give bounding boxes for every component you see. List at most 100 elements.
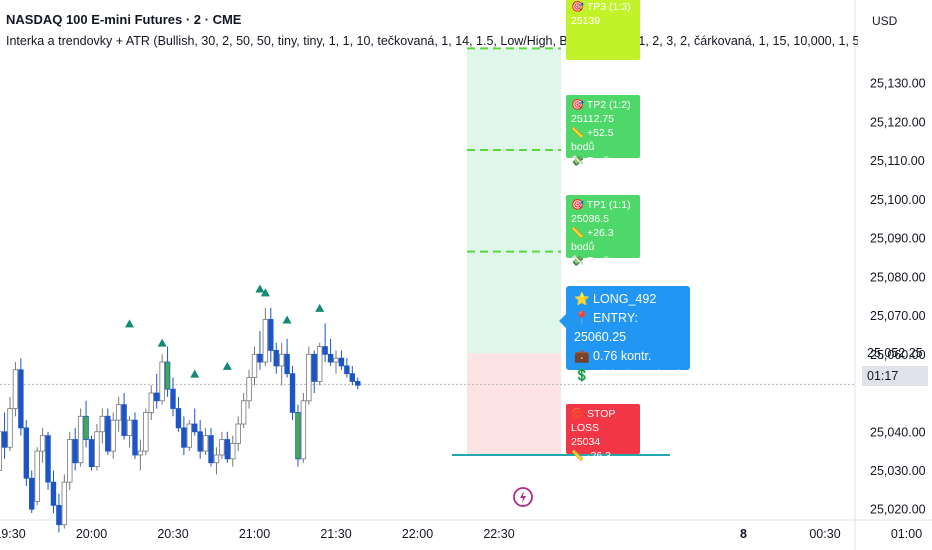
time-tick-label: 20:00 <box>76 527 107 541</box>
candle-body <box>61 481 68 526</box>
candle-body <box>159 361 165 402</box>
candle-body <box>186 423 192 448</box>
candle-body <box>306 353 312 402</box>
candle-body <box>311 353 317 382</box>
price-tick-label: 25,070.00 <box>870 309 926 323</box>
entry-label: ⭐ LONG_492 📍 ENTRY: 25060.25 💼 0.76 kont… <box>559 286 690 382</box>
candle-body <box>18 369 24 429</box>
sl-title: 🛑 STOP LOSS <box>571 408 616 434</box>
candle-body <box>344 365 350 375</box>
candle-body <box>126 419 133 437</box>
candle-body <box>50 481 57 506</box>
signal-marker <box>157 338 167 347</box>
candle-body <box>1 431 8 448</box>
price-tick-label: 25,100.00 <box>870 193 926 207</box>
candle-body <box>322 346 328 355</box>
candle-body <box>219 439 225 456</box>
candle-body <box>148 392 154 413</box>
candle-body <box>72 439 78 464</box>
price-tick-label: 25,060.00 <box>870 348 926 362</box>
price-tick-label: 25,040.00 <box>870 425 926 439</box>
candle-body <box>83 415 89 440</box>
stop-loss-label: 🛑 STOP LOSS 25034 📏 -26.3 bodů <box>566 404 640 476</box>
signal-marker <box>125 319 135 328</box>
candle-body <box>224 439 231 460</box>
candle-body <box>0 431 2 471</box>
candle-body <box>12 369 19 409</box>
candle-body <box>240 400 247 425</box>
currency-button[interactable]: USD <box>872 14 898 28</box>
candle-body <box>213 454 220 464</box>
time-tick-label: 22:00 <box>402 527 433 541</box>
entry-contracts: 💼 0.76 kontr. <box>574 349 652 363</box>
stop-loss-zone <box>467 353 561 455</box>
candle-body <box>121 404 127 437</box>
candle-body <box>300 400 307 460</box>
candle-body <box>137 450 144 456</box>
time-tick-label: 8 <box>740 527 747 541</box>
take-profit-zone <box>467 48 561 354</box>
candle-body <box>273 350 279 367</box>
tp1-profit: 💸 Profit: $100 <box>571 255 615 281</box>
candle-body <box>88 439 95 468</box>
candle-body <box>77 415 84 464</box>
last-price-tag: 25,052.25 <box>867 346 923 360</box>
tp2-profit: 💸 Profit: $200 <box>571 155 615 181</box>
price-tick-label: 25,020.00 <box>870 503 926 517</box>
flash-event-icon <box>513 487 533 507</box>
candle-body <box>257 353 263 363</box>
sl-price: 25034 <box>571 436 601 448</box>
candle-body <box>67 439 73 483</box>
time-tick-label: 21:00 <box>239 527 270 541</box>
candle-body <box>268 319 274 351</box>
candle-body <box>289 373 296 413</box>
tp1-label: 🎯 TP1 (1:1) 25086.5 📏 +26.3 bodů 💸 Profi… <box>566 195 640 281</box>
candle-body <box>56 504 62 526</box>
countdown-tag: 01:17 <box>862 366 928 386</box>
candle-body <box>192 423 198 433</box>
time-tick-label: 22:30 <box>483 527 514 541</box>
entry-risk: 💲 Risk: $100 (1%) <box>574 368 682 382</box>
price-tick-label: 25,030.00 <box>870 464 926 478</box>
candle-body <box>349 373 355 382</box>
candle-body <box>7 408 13 448</box>
tp3-label: 🎯 TP3 (1:3) 25139 <box>566 0 640 60</box>
candle-body <box>39 435 46 452</box>
candle-body <box>202 435 209 452</box>
candle-body <box>105 415 111 452</box>
candle-body <box>230 442 236 460</box>
candle-body <box>208 435 214 464</box>
signal-marker <box>190 369 200 378</box>
indicator-settings[interactable]: Interka a trendovky + ATR (Bullish, 30, … <box>6 34 858 48</box>
tp1-points: 📏 +26.3 bodů <box>571 227 614 253</box>
price-tick-label: 25,110.00 <box>870 154 925 168</box>
time-tick-label: 01:00 <box>891 527 922 541</box>
entry-id: ⭐ LONG_492 <box>574 292 657 306</box>
tp2-points: 📏 +52.5 bodů <box>571 127 614 153</box>
signal-marker <box>282 315 292 324</box>
tp1-price: 25086.5 <box>571 213 609 225</box>
tp1-title: 🎯 TP1 (1:1) <box>571 199 631 211</box>
time-tick-label: 19:30 <box>0 527 26 541</box>
candle-body <box>132 419 138 456</box>
candle-body <box>316 346 323 382</box>
price-tick-label: 25,080.00 <box>870 270 926 284</box>
chart-title: NASDAQ 100 E-mini Futures · 2 · CME <box>6 12 242 27</box>
price-axis-bg <box>855 0 932 550</box>
candle-body <box>197 431 203 452</box>
candle-body <box>34 450 40 502</box>
candle-body <box>181 427 187 448</box>
time-tick-label: 00:30 <box>809 527 840 541</box>
signal-marker <box>260 288 270 297</box>
candle-body <box>115 404 122 421</box>
candle-body <box>45 435 51 483</box>
candle-body <box>246 377 252 402</box>
candle-body <box>278 353 285 367</box>
candle-body <box>170 388 176 409</box>
signal-marker <box>255 284 265 293</box>
candle-body <box>175 408 182 429</box>
candle-body <box>99 415 106 433</box>
candle-body <box>284 353 290 375</box>
sl-points: 📏 -26.3 bodů <box>571 450 611 476</box>
